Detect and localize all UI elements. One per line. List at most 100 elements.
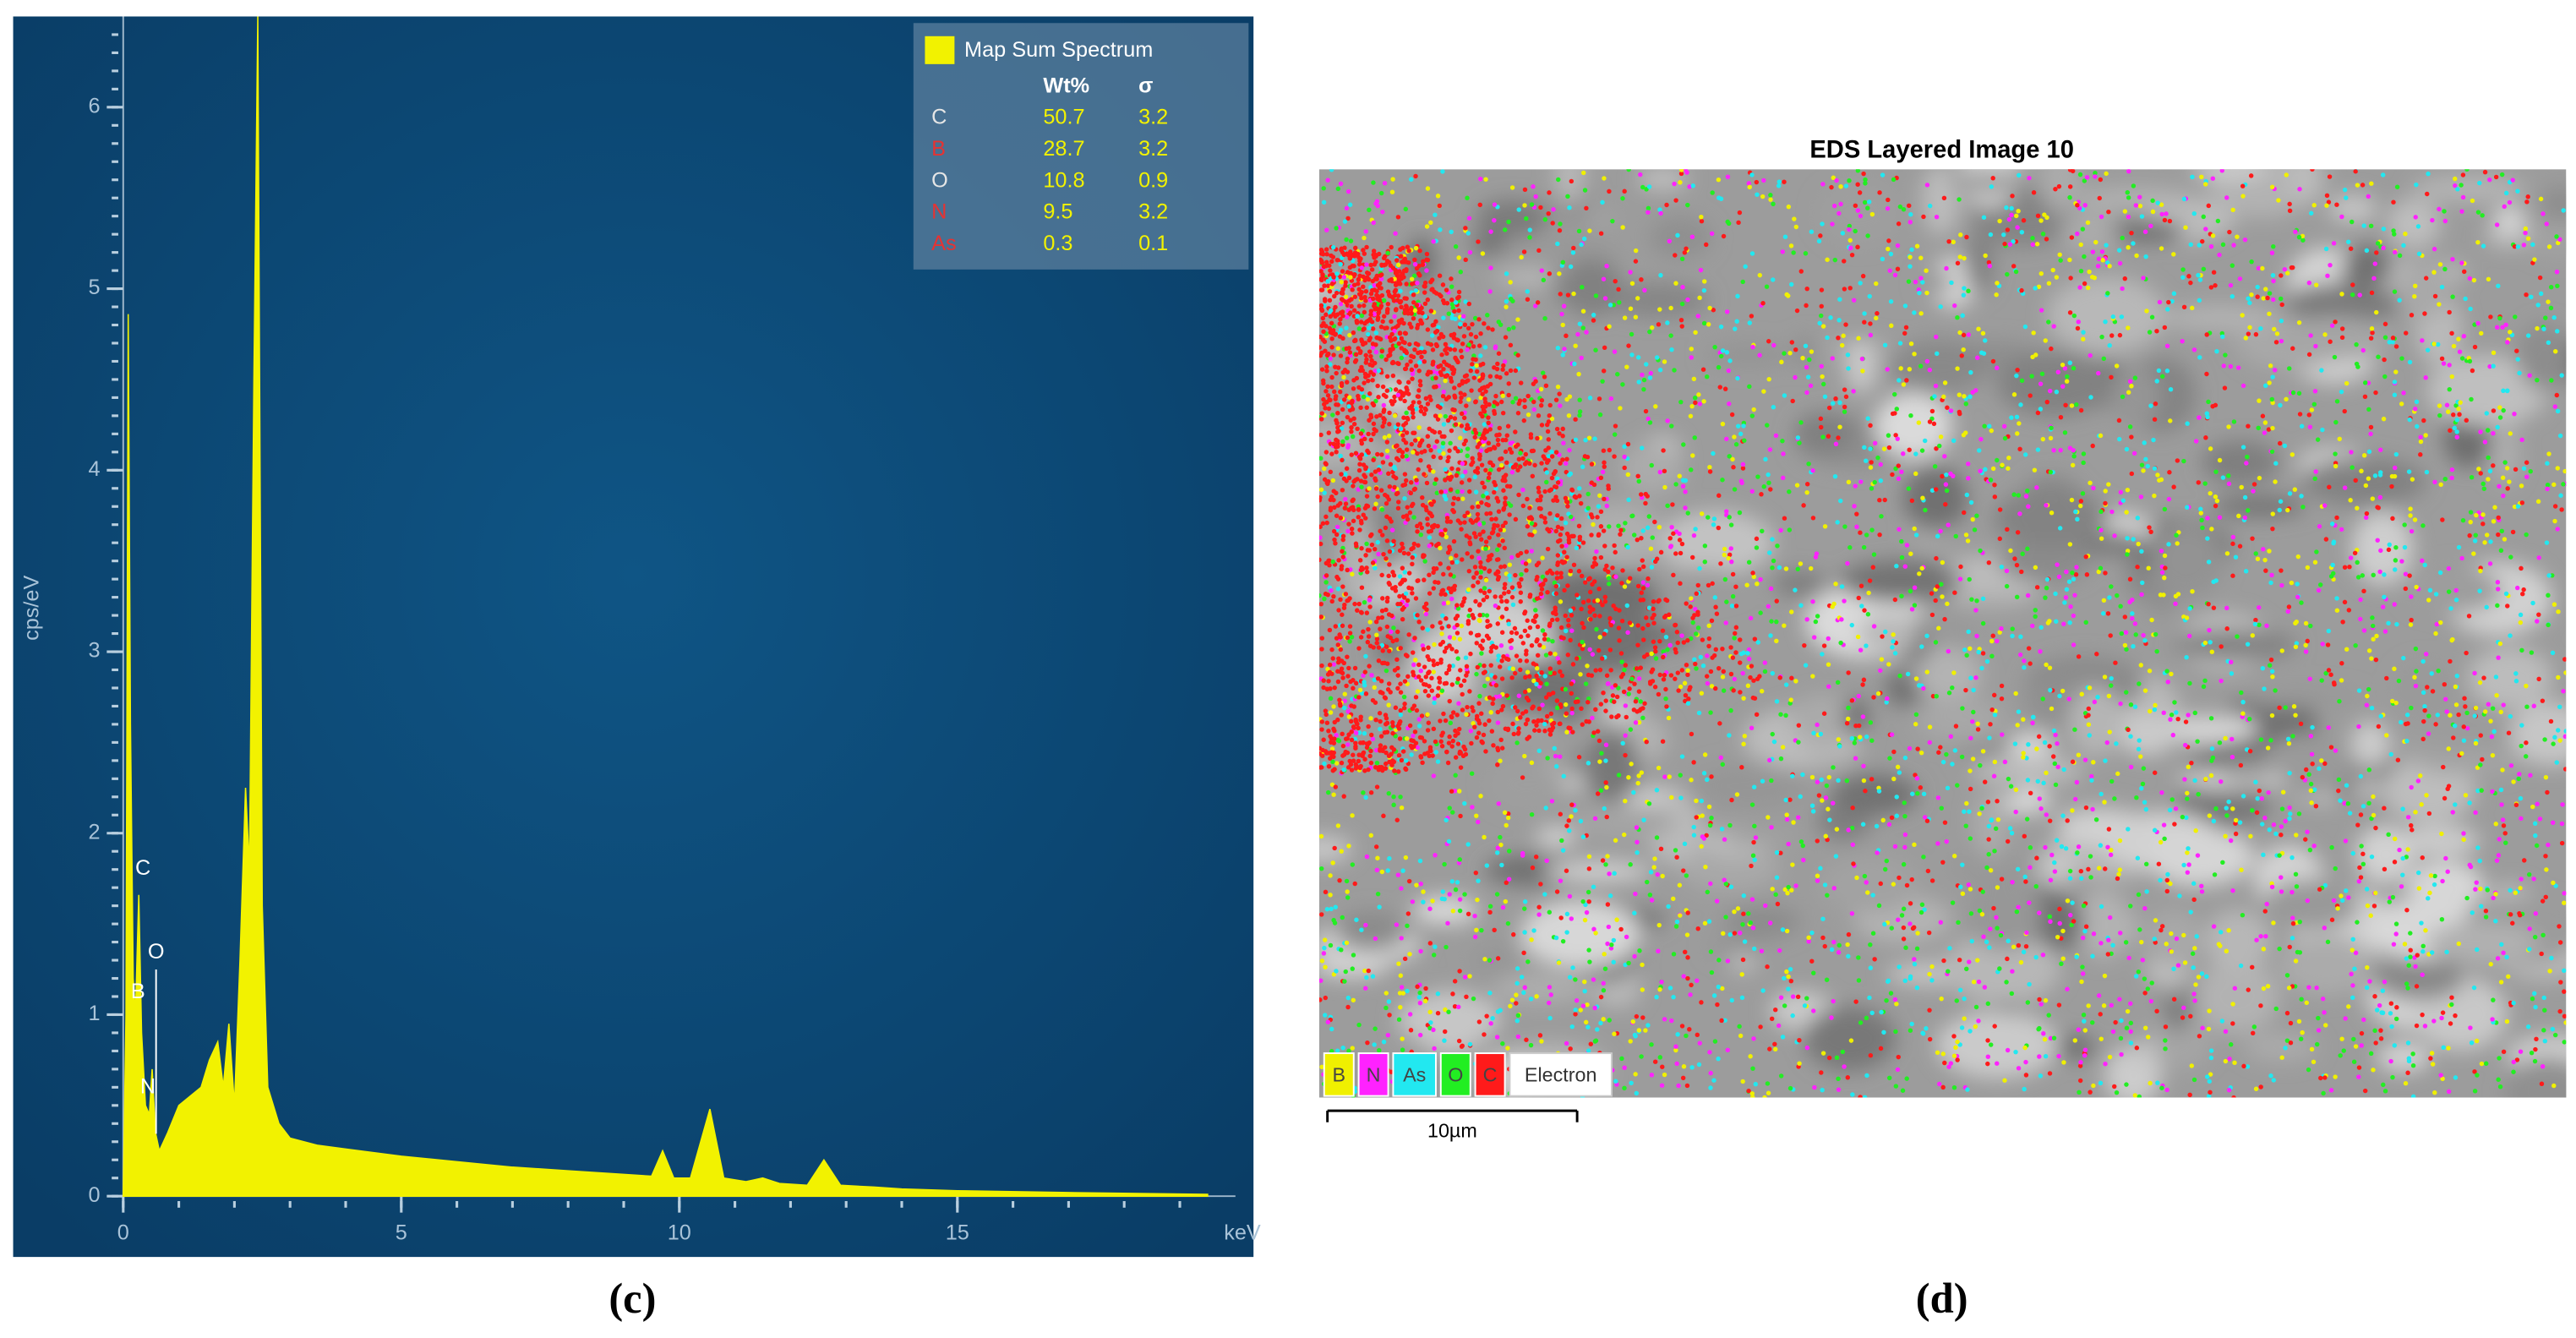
element-dot [1992, 713, 1998, 718]
element-dot [1896, 1054, 1901, 1060]
element-dot [2030, 714, 2036, 720]
element-dot [1865, 612, 1871, 617]
element-dot [2357, 865, 2362, 871]
element-dot [2498, 548, 2504, 553]
element-dot [2204, 332, 2209, 337]
element-dot [2117, 997, 2122, 1002]
element-dot [1753, 1081, 1759, 1087]
element-dot [2164, 369, 2170, 374]
element-dot [2129, 434, 2134, 440]
element-dot [1595, 791, 1601, 796]
element-dot [2113, 1019, 2118, 1025]
element-dot [1539, 1039, 1544, 1044]
element-dot [1893, 1084, 1899, 1089]
texture-blob [1773, 571, 1827, 597]
element-dot [2117, 332, 2123, 338]
element-dot [1780, 745, 1786, 750]
element-dot [2562, 734, 2567, 740]
element-dot [2196, 480, 2202, 485]
element-dot [1466, 613, 1471, 619]
element-dot [1641, 377, 1647, 383]
element-dot [1957, 957, 1962, 963]
element-dot [2269, 449, 2275, 455]
element-dot [1616, 287, 1621, 292]
element-dot [1438, 227, 1443, 232]
element-dot [1692, 435, 1697, 440]
element-dot [1897, 341, 1903, 346]
element-dot [2122, 209, 2128, 214]
element-dot [1544, 479, 1549, 485]
texture-blob [2351, 721, 2389, 767]
element-dot [1340, 549, 1345, 554]
element-dot [2510, 920, 2515, 926]
element-dot [2248, 833, 2253, 839]
element-dot [2005, 227, 2011, 232]
y-tick-label: 4 [89, 457, 101, 481]
element-dot [2508, 912, 2513, 917]
element-dot [2136, 746, 2142, 752]
element-dot [2038, 649, 2043, 654]
element-dot [1913, 676, 1919, 681]
element-dot [1632, 910, 1637, 915]
element-dot [1558, 754, 1563, 759]
element-dot [1914, 243, 1920, 248]
element-dot [1923, 438, 1928, 444]
element-dot [2394, 621, 2399, 627]
element-dot [1857, 735, 1863, 740]
element-dot [1804, 1045, 1810, 1051]
element-dot [1951, 239, 1956, 244]
element-dot [2316, 1015, 2321, 1021]
element-dot [1863, 789, 1868, 794]
element-dot [1918, 255, 1924, 260]
element-dot [1918, 276, 1924, 281]
element-dot [2474, 1038, 2480, 1044]
element-dot [2197, 243, 2202, 248]
element-dot [1822, 524, 1828, 529]
element-dot [1758, 576, 1763, 582]
element-dot [1575, 331, 1580, 337]
element-dot [2497, 315, 2502, 321]
element-dot [2284, 396, 2289, 402]
element-dot [1783, 682, 1789, 687]
y-tick-label: 2 [89, 820, 101, 844]
element-dot [1432, 700, 1437, 706]
element-dot [1435, 991, 1441, 997]
element-dot [1967, 768, 1973, 773]
element-dot [1727, 401, 1732, 407]
element-dot [1688, 413, 1694, 419]
element-dot [1737, 210, 1743, 216]
element-dot [2442, 209, 2447, 214]
element-dot [1510, 602, 1516, 608]
element-dot [1902, 303, 1908, 309]
texture-blob [1808, 735, 1840, 770]
element-dot [1348, 238, 1354, 243]
element-dot [2360, 183, 2366, 188]
element-dot [2208, 285, 2214, 290]
element-dot [2562, 891, 2567, 896]
element-dot [2453, 1075, 2459, 1080]
element-dot [2339, 527, 2344, 532]
element-dot [1622, 465, 1627, 471]
element-dot [2101, 1003, 2107, 1008]
element-dot [2205, 516, 2210, 521]
element-dot [1345, 188, 1351, 194]
element-dot [1747, 384, 1752, 390]
element-dot [1732, 434, 1737, 440]
element-dot [1907, 447, 1912, 452]
element-dot [1399, 936, 1404, 941]
element-dot [2533, 1046, 2538, 1052]
element-dot [2310, 169, 2315, 172]
element-dot [2453, 1013, 2458, 1019]
element-dot [1374, 199, 1380, 204]
element-dot [2519, 743, 2524, 749]
element-dot [2259, 796, 2265, 801]
element-dot [2551, 602, 2557, 607]
element-dot [1475, 897, 1480, 903]
element-dot [2086, 866, 2091, 872]
element-dot [1574, 998, 1580, 1003]
element-dot [2218, 943, 2223, 948]
element-dot [1680, 285, 1685, 290]
element-dot [2208, 1048, 2214, 1053]
element-dot [1875, 850, 1880, 855]
element-dot [2524, 532, 2529, 538]
